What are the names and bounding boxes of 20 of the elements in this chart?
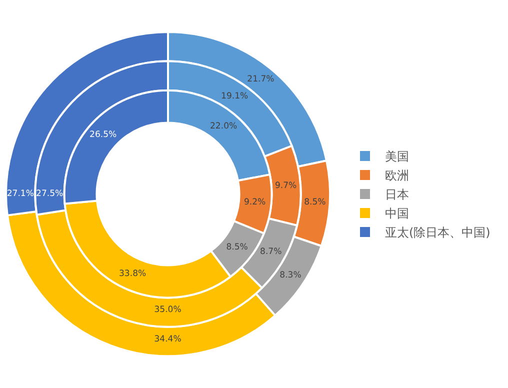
data-label: 26.5% bbox=[90, 130, 117, 140]
legend-label: 欧洲 bbox=[385, 168, 409, 183]
legend-label: 美国 bbox=[385, 150, 409, 164]
data-label: 8.3% bbox=[280, 270, 302, 281]
data-label: 19.1% bbox=[221, 91, 248, 102]
data-label: 21.7% bbox=[247, 74, 274, 84]
legend-label: 亚太(除日本、中国) bbox=[385, 226, 490, 240]
data-label: 9.2% bbox=[244, 198, 266, 208]
data-label: 8.7% bbox=[260, 246, 282, 257]
data-label: 22.0% bbox=[210, 121, 238, 132]
data-label: 8.5% bbox=[304, 198, 326, 208]
data-label: 33.8% bbox=[118, 268, 146, 279]
data-label: 27.5% bbox=[36, 188, 64, 199]
data-label: 8.5% bbox=[226, 242, 248, 252]
legend-label: 中国 bbox=[385, 206, 409, 221]
data-label: 9.7% bbox=[274, 181, 297, 192]
legend-label: 日本 bbox=[385, 188, 409, 202]
data-label: 27.1% bbox=[6, 188, 34, 199]
data-label: 35.0% bbox=[154, 304, 182, 315]
data-label: 34.4% bbox=[154, 334, 182, 344]
